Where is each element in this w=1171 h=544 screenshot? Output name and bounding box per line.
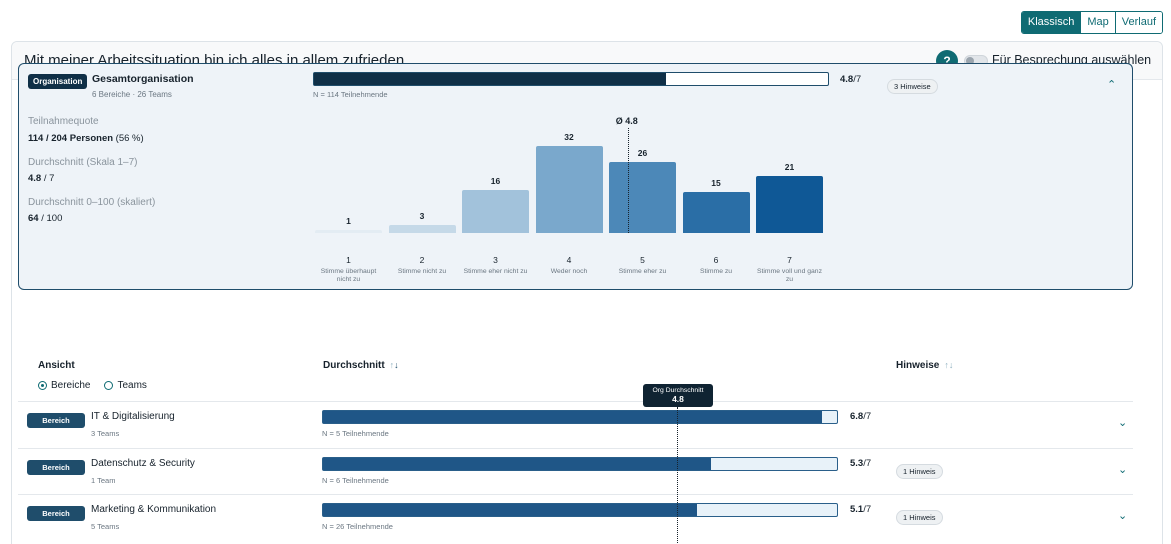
chevron-down-icon[interactable]: ⌄ — [1118, 464, 1128, 476]
distribution-count-4: 32 — [564, 132, 574, 142]
distribution-label-1: Stimme überhaupt nicht zu — [320, 268, 377, 283]
col-avg-header[interactable]: Durchschnitt ↑↓ — [323, 360, 399, 371]
area-n-label: N = 6 Teilnehmende — [322, 476, 389, 485]
stat-value-participation: 114 / 204 Personen (56 %) — [28, 133, 144, 144]
chevron-down-icon[interactable]: ⌄ — [1118, 417, 1128, 429]
distribution-scale-7: 7 — [787, 255, 792, 265]
area-hints-badge[interactable]: 1 Hinweis — [896, 464, 943, 479]
org-score: 4.8/7 — [840, 74, 862, 85]
distribution-scale-2: 2 — [419, 255, 425, 265]
distribution-label-4: Weder noch — [550, 268, 588, 275]
area-name: Marketing & Kommunikation — [91, 504, 217, 515]
stat-value-average: 4.8 / 7 — [28, 173, 55, 184]
distribution-scale-1: 1 — [346, 255, 351, 265]
org-average-tooltip-title: Org Durchschnitt — [652, 387, 704, 394]
distribution-label-3: Stimme eher nicht zu — [463, 268, 528, 275]
distribution-count-5: 26 — [637, 148, 648, 159]
stat-value-scaled: 64 / 100 — [28, 213, 63, 224]
area-hints-badge[interactable]: 1 Hinweis — [896, 510, 943, 525]
area-badge: Bereich — [27, 506, 85, 521]
distribution-bar-3 — [462, 189, 529, 233]
org-average-line — [677, 407, 678, 544]
org-hints-badge[interactable]: 3 Hinweise — [887, 79, 938, 94]
switch-knob — [966, 57, 974, 65]
sort-icon[interactable]: ↑↓ — [389, 360, 399, 370]
view-history-button[interactable]: Verlauf — [1114, 12, 1162, 33]
area-score-bar-fill — [323, 504, 697, 516]
view-classic-button[interactable]: Klassisch — [1021, 12, 1081, 33]
view-radio-group: Bereiche Teams — [38, 380, 147, 391]
org-n-label: N = 114 Teilnehmende — [313, 90, 388, 99]
org-average-tooltip-value: 4.8 — [672, 394, 684, 404]
area-score: 5.1/7 — [850, 504, 872, 515]
area-score-bar-fill — [323, 458, 712, 470]
radio-areas-dot — [38, 381, 47, 390]
distribution-bar-7 — [756, 175, 823, 233]
area-n-label: N = 5 Teilnehmende — [322, 429, 389, 438]
area-name: Datenschutz & Security — [91, 458, 195, 469]
distribution-bar-5 — [609, 162, 676, 233]
col-view-header: Ansicht — [38, 360, 75, 371]
chevron-down-icon[interactable]: ⌄ — [1118, 510, 1128, 522]
distribution-scale-5: 5 — [640, 255, 645, 265]
radio-areas[interactable]: Bereiche — [38, 380, 90, 391]
org-sub: 6 Bereiche · 26 Teams — [92, 90, 172, 99]
distribution-bar-1 — [315, 230, 382, 233]
area-n-label: N = 26 Teilnehmende — [322, 522, 393, 531]
stat-label-average: Durchschnitt (Skala 1–7) — [28, 157, 138, 168]
table-row[interactable]: Bereich IT & Digitalisierung 3 Teams N = 5 … — [18, 401, 1133, 448]
table-row[interactable]: Bereich Marketing & Kommunikation 5 Teams N… — [18, 494, 1133, 541]
distribution-count-2: 3 — [419, 210, 425, 221]
area-score-bar — [322, 410, 838, 424]
radio-teams[interactable]: Teams — [104, 380, 147, 391]
distribution-label-5: Stimme eher zu — [618, 268, 667, 275]
distribution-scale-4: 4 — [566, 255, 572, 265]
org-summary: Organisation Gesamtorganisation 6 Bereic… — [18, 63, 1133, 290]
distribution-label-7: Stimme voll und ganz zu — [757, 268, 822, 283]
org-badge: Organisation — [28, 74, 88, 89]
distribution-label-2: Stimme nicht zu — [397, 268, 447, 275]
area-score: 5.3/7 — [850, 458, 872, 469]
area-team-count: 1 Team — [91, 476, 116, 485]
distribution-bar-2 — [388, 224, 456, 233]
org-score-bar — [313, 72, 829, 86]
stat-label-scaled: Durchschnitt 0–100 (skaliert) — [28, 197, 156, 208]
chevron-up-icon[interactable]: ⌃ — [1107, 79, 1117, 91]
sort-icon[interactable]: ↑↓ — [944, 360, 954, 370]
org-name: Gesamtorganisation — [92, 73, 194, 85]
view-toggle: Klassisch Map Verlauf — [1020, 11, 1163, 34]
stat-label-participation: Teilnahmequote — [28, 116, 99, 127]
distribution-scale-3: 3 — [493, 255, 498, 265]
area-badge: Bereich — [27, 460, 85, 475]
col-hints-header[interactable]: Hinweise ↑↓ — [896, 360, 954, 371]
area-name: IT & Digitalisierung — [91, 411, 175, 422]
area-score-bar — [322, 457, 838, 471]
area-team-count: 5 Teams — [91, 522, 120, 531]
distribution-bar-4 — [535, 146, 603, 233]
table-row[interactable]: Bereich Datenschutz & Security 1 Team N = 6… — [18, 448, 1133, 495]
distribution-bar-6 — [682, 192, 750, 233]
area-badge: Bereich — [27, 413, 85, 428]
area-score: 6.8/7 — [850, 411, 872, 422]
radio-teams-dot — [104, 381, 114, 390]
distribution-scale-6: 6 — [713, 255, 719, 265]
distribution-count-7: 21 — [784, 161, 795, 172]
distribution-count-1: 1 — [346, 216, 351, 226]
average-marker-line — [627, 128, 629, 233]
area-score-bar — [322, 503, 838, 517]
average-marker-label: Ø 4.8 — [615, 116, 638, 126]
org-score-bar-fill — [314, 73, 667, 85]
distribution-count-6: 15 — [711, 178, 721, 189]
view-map-button[interactable]: Map — [1080, 12, 1115, 33]
area-score-bar-fill — [323, 411, 822, 423]
area-team-count: 3 Teams — [91, 429, 120, 438]
distribution-count-3: 16 — [490, 175, 501, 186]
org-average-tooltip: Org Durchschnitt 4.8 — [643, 384, 713, 407]
distribution-label-6: Stimme zu — [699, 268, 733, 275]
